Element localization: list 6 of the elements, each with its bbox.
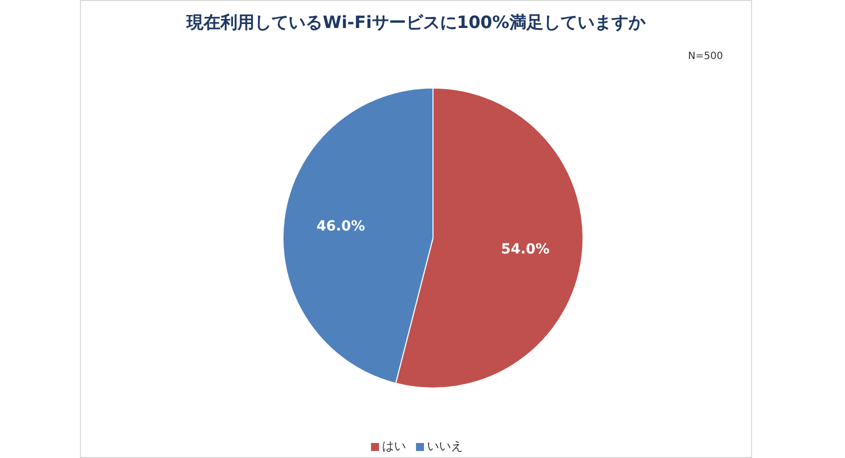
legend-label: いいえ bbox=[426, 438, 463, 455]
text: N=500 bbox=[688, 51, 723, 62]
data-label: 46.0% bbox=[316, 218, 366, 234]
legend-label: はい bbox=[381, 438, 406, 455]
chart-title: 現在利用しているWi-Fiサービスに100%満足していますか bbox=[185, 12, 646, 34]
data-label: 54.0% bbox=[500, 242, 550, 258]
